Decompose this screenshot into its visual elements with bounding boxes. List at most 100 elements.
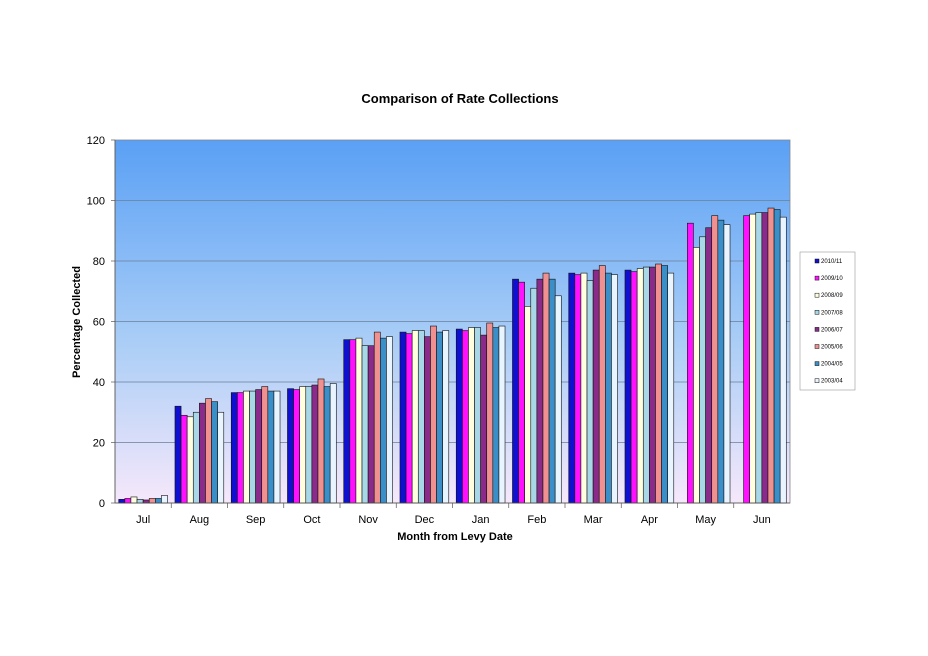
bar — [373, 331, 381, 504]
x-axis: Jul Aug Sep Oct Nov Dec Jan Feb Mar Apr May Jun — [136, 503, 771, 526]
bar — [148, 498, 156, 504]
x-tick-label: Nov — [358, 514, 378, 526]
bar — [436, 331, 443, 504]
bar — [536, 278, 544, 504]
bar — [161, 495, 168, 504]
bar — [586, 280, 594, 504]
legend-swatch — [814, 344, 820, 349]
bar — [367, 345, 375, 504]
legend-swatch — [814, 292, 820, 298]
bar — [554, 295, 562, 504]
bar — [417, 330, 425, 504]
bar — [230, 392, 238, 504]
bar — [192, 411, 200, 504]
bar — [755, 212, 763, 504]
bar — [287, 388, 294, 504]
bar — [611, 274, 618, 504]
legend-label: 2005/06 — [821, 345, 843, 351]
bar — [118, 499, 126, 504]
bar — [180, 414, 188, 504]
bar — [705, 227, 713, 504]
bar — [329, 383, 337, 504]
bar — [642, 266, 650, 504]
legend-label: 2009/10 — [821, 276, 843, 282]
x-tick-label: Dec — [415, 514, 435, 526]
bar — [717, 219, 725, 504]
legend-label: 2010/11 — [821, 259, 843, 265]
bar — [779, 216, 787, 504]
bar — [142, 499, 150, 504]
bar — [649, 266, 656, 504]
bar — [273, 390, 281, 504]
bar — [598, 265, 606, 504]
bar — [267, 390, 275, 504]
bar — [580, 272, 588, 504]
bar — [424, 336, 431, 504]
bar — [255, 389, 263, 504]
gridlines — [115, 200, 790, 443]
legend-label: 2008/09 — [821, 293, 843, 299]
x-tick-label: Oct — [303, 514, 320, 526]
x-tick-label: Jul — [136, 514, 150, 526]
bar — [343, 339, 351, 504]
bar — [261, 386, 269, 504]
bar — [711, 215, 719, 504]
bar — [293, 389, 300, 504]
bar — [430, 325, 437, 504]
bar — [486, 322, 494, 504]
y-tick-label: 100 — [87, 196, 105, 208]
legend-label: 2006/07 — [821, 327, 843, 333]
bar — [749, 213, 757, 504]
bar — [199, 402, 206, 504]
bar — [317, 378, 325, 504]
bar — [455, 328, 463, 504]
bar — [767, 207, 775, 504]
bar — [480, 334, 488, 504]
bar — [667, 272, 675, 504]
bar — [605, 272, 612, 504]
bar — [361, 345, 369, 504]
bar — [468, 327, 475, 504]
legend-label: 2003/04 — [821, 379, 843, 385]
bar — [592, 269, 600, 504]
y-axis-label: Percentage Collected — [71, 266, 83, 378]
bar — [574, 274, 582, 504]
legend-label: 2007/08 — [821, 310, 843, 316]
bar — [155, 498, 162, 504]
bar — [136, 499, 144, 504]
y-tick-label: 40 — [93, 377, 105, 389]
bar — [349, 339, 357, 504]
bar — [299, 386, 307, 504]
y-tick-label: 20 — [93, 438, 105, 450]
bar — [636, 268, 644, 504]
y-tick-label: 60 — [93, 317, 105, 329]
y-tick-label: 120 — [87, 135, 105, 147]
bar — [411, 330, 419, 504]
bars — [118, 207, 787, 504]
bar — [761, 212, 769, 504]
bar — [249, 390, 256, 504]
legend-swatch — [814, 275, 820, 281]
legend-box — [799, 251, 856, 391]
x-tick-label: Mar — [584, 514, 603, 526]
bar — [743, 215, 750, 504]
legend-swatch — [814, 361, 820, 366]
bar — [624, 269, 632, 504]
bar — [386, 336, 393, 504]
bar — [205, 398, 212, 504]
bar — [568, 272, 576, 504]
bar — [305, 386, 313, 504]
bar — [211, 401, 218, 504]
bar — [492, 327, 500, 504]
y-tick-label: 80 — [93, 256, 105, 268]
bar — [661, 265, 668, 504]
bar — [311, 384, 319, 504]
x-tick-label: Sep — [246, 514, 266, 526]
y-tick-label: 0 — [99, 498, 105, 510]
bar — [323, 386, 331, 504]
bar — [699, 236, 706, 504]
x-axis-label: Month from Levy Date — [397, 531, 513, 543]
bar — [186, 416, 194, 504]
bar — [542, 272, 550, 504]
bar — [630, 271, 638, 504]
